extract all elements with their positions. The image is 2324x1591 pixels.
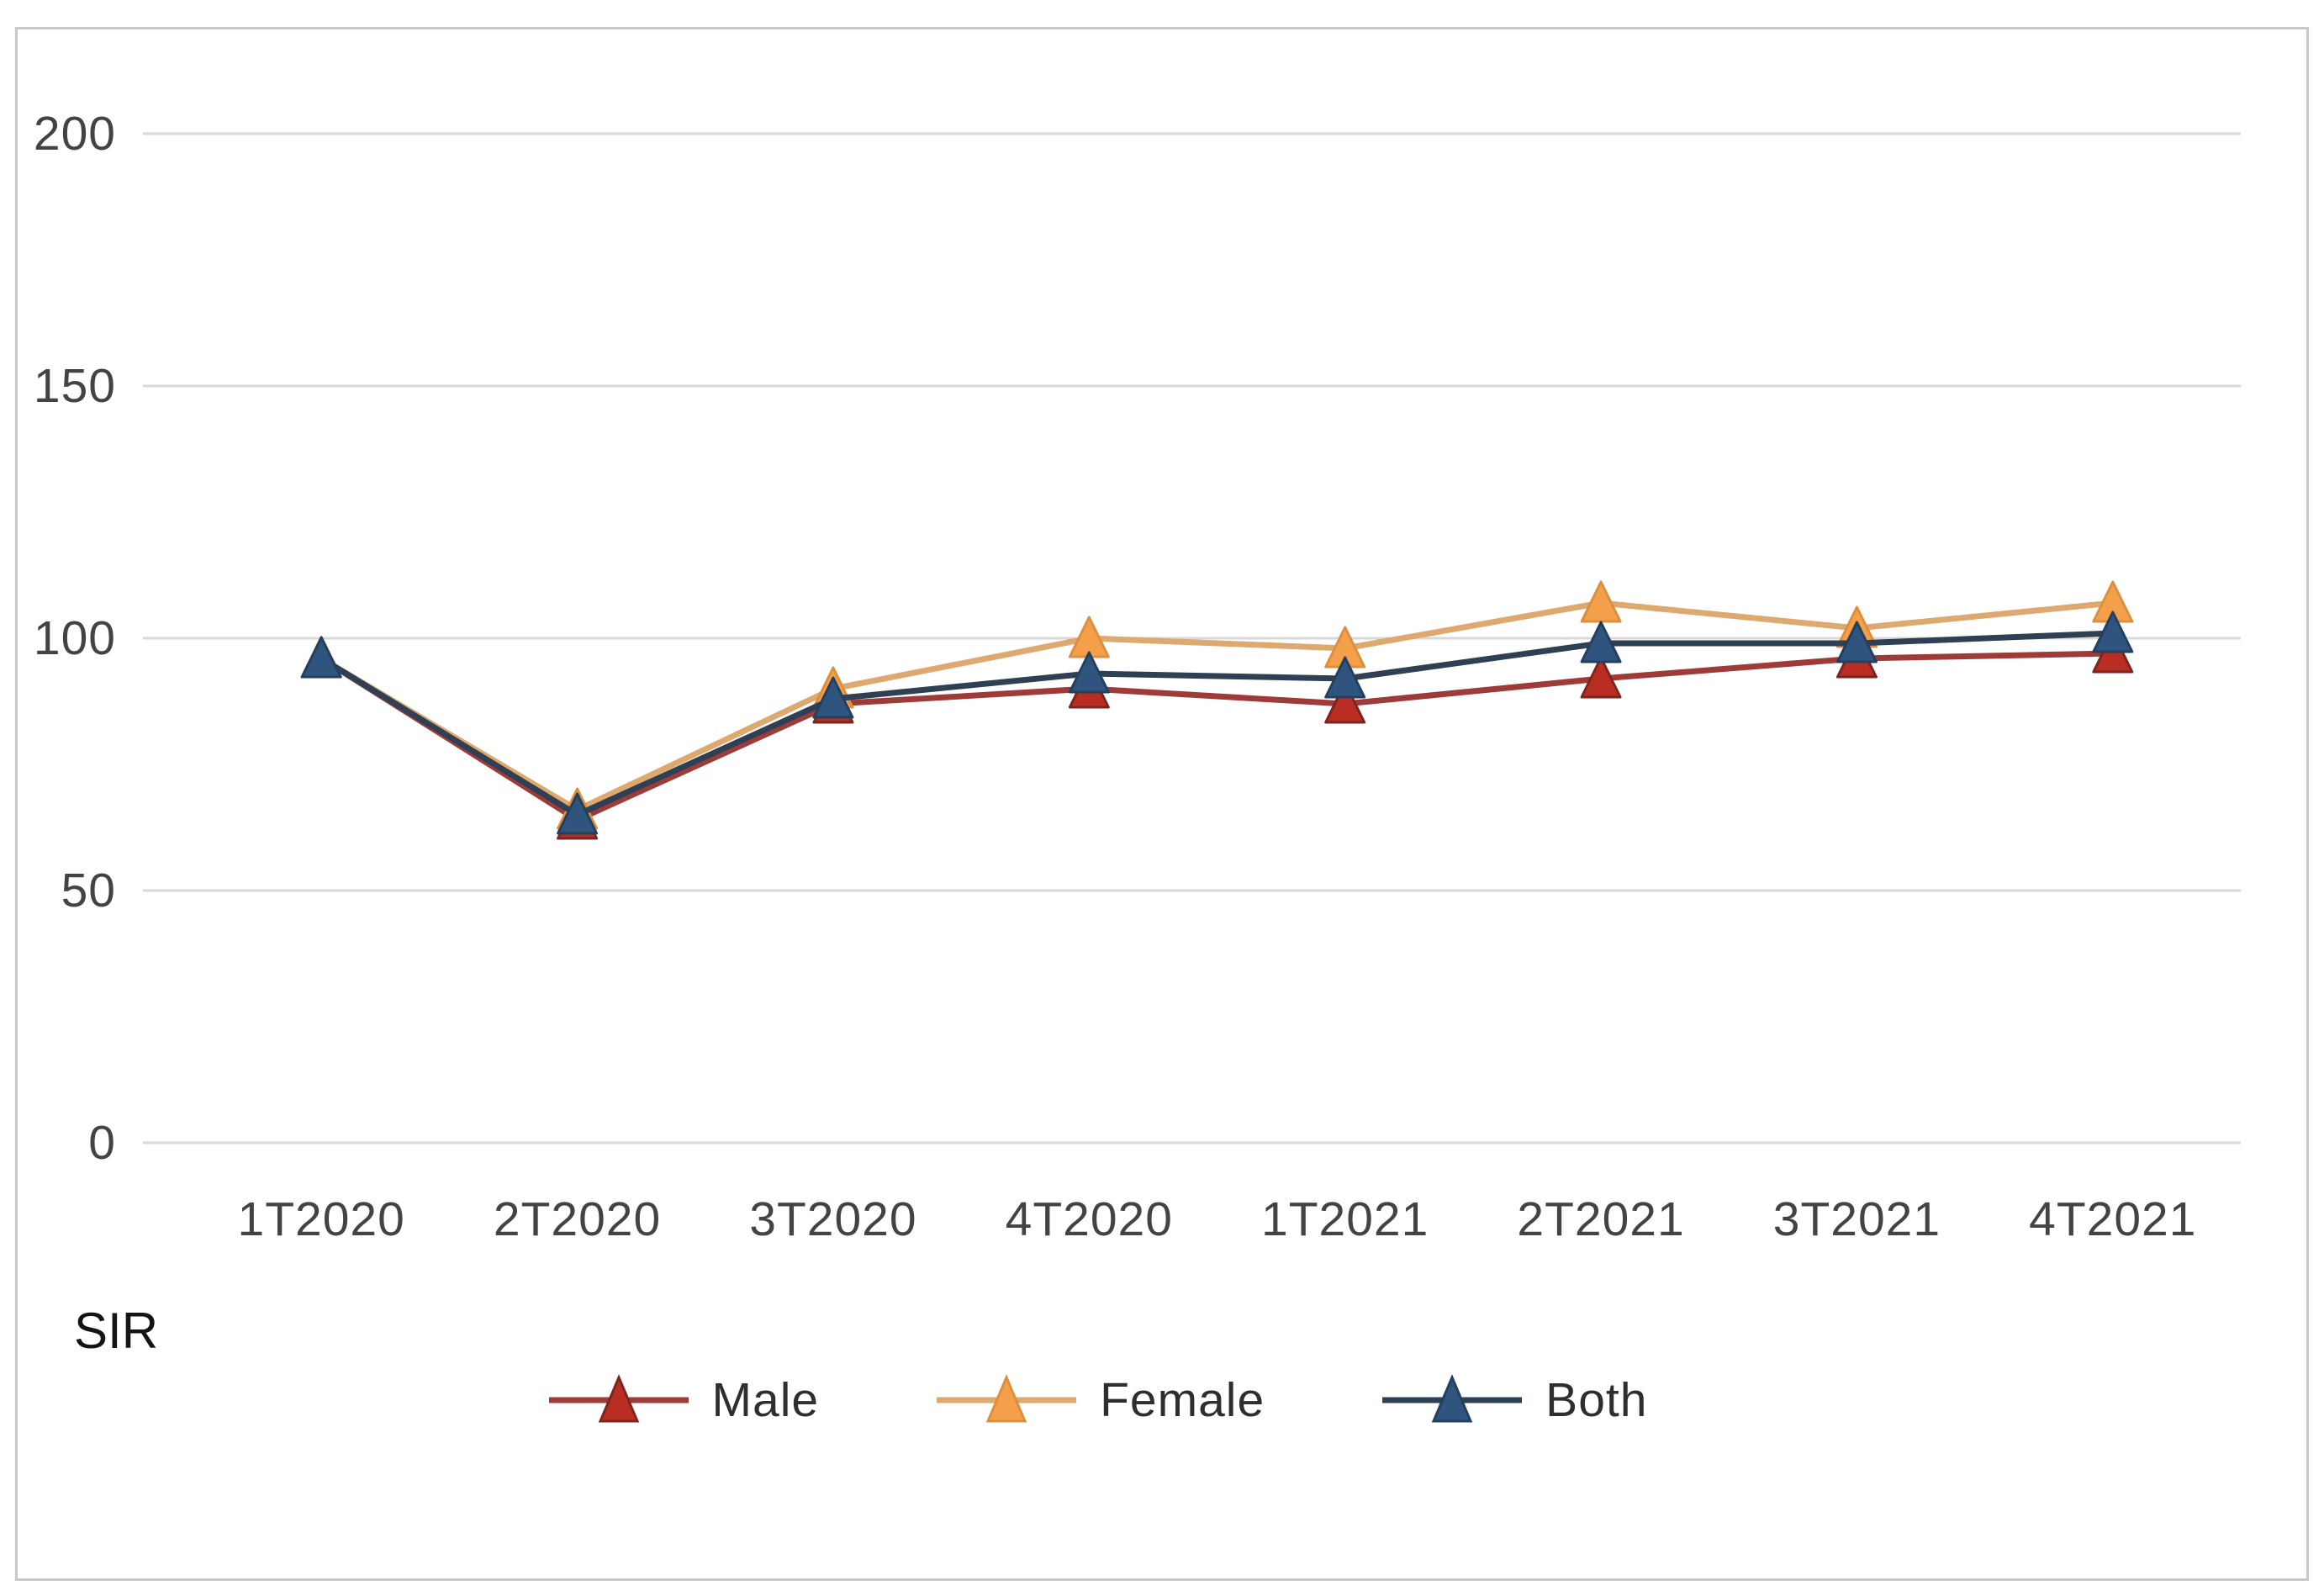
legend-marker-male (548, 1374, 689, 1423)
marker-both-2t2020 (557, 792, 599, 835)
marker-both-1t2020 (300, 636, 342, 679)
x-axis-tick-label: 4T2021 (2029, 1192, 2197, 1246)
legend: Male Female Both (0, 1369, 2195, 1431)
series-line-male (318, 650, 2116, 823)
x-axis-tick-label: 2T2020 (493, 1192, 662, 1246)
y-axis-tick-label: 100 (33, 611, 116, 665)
y-axis-tick-label: 150 (33, 359, 116, 413)
legend-label: Female (1100, 1373, 1265, 1427)
legend-marker-both (1382, 1374, 1523, 1423)
y-axis-tick-label: 50 (61, 864, 116, 917)
marker-both-1t2021 (1324, 656, 1366, 699)
chart-border (15, 27, 2309, 1581)
marker-both-3t2021 (1835, 621, 1878, 663)
legend-marker-female (937, 1374, 1077, 1423)
x-axis-tick-label: 1T2020 (237, 1192, 405, 1246)
marker-male-2t2021 (1580, 656, 1622, 699)
legend-label: Both (1545, 1373, 1648, 1427)
x-axis-tick-label: 4T2020 (1005, 1192, 1173, 1246)
legend-label: Male (711, 1373, 820, 1427)
x-axis-tick-label: 2T2021 (1517, 1192, 1685, 1246)
marker-both-3t2020 (812, 676, 854, 719)
y-axis-tick-label: 0 (88, 1116, 116, 1170)
y-axis-tick-label: 200 (33, 107, 116, 161)
marker-both-2t2021 (1580, 621, 1622, 663)
legend-item-female: Female (935, 1369, 1265, 1431)
x-axis-tick-label: 3T2021 (1772, 1192, 1941, 1246)
axis-caption: SIR (74, 1303, 159, 1359)
series-line-both (318, 630, 2116, 818)
x-axis-tick-label: 3T2020 (749, 1192, 917, 1246)
x-axis-tick-label: 1T2021 (1261, 1192, 1429, 1246)
legend-item-male: Male (547, 1369, 820, 1431)
marker-both-4t2021 (2092, 610, 2134, 653)
legend-item-both: Both (1381, 1369, 1647, 1431)
series-line-female (318, 600, 2116, 813)
marker-male-1t2021 (1324, 681, 1366, 724)
marker-both-4t2020 (1068, 651, 1110, 694)
